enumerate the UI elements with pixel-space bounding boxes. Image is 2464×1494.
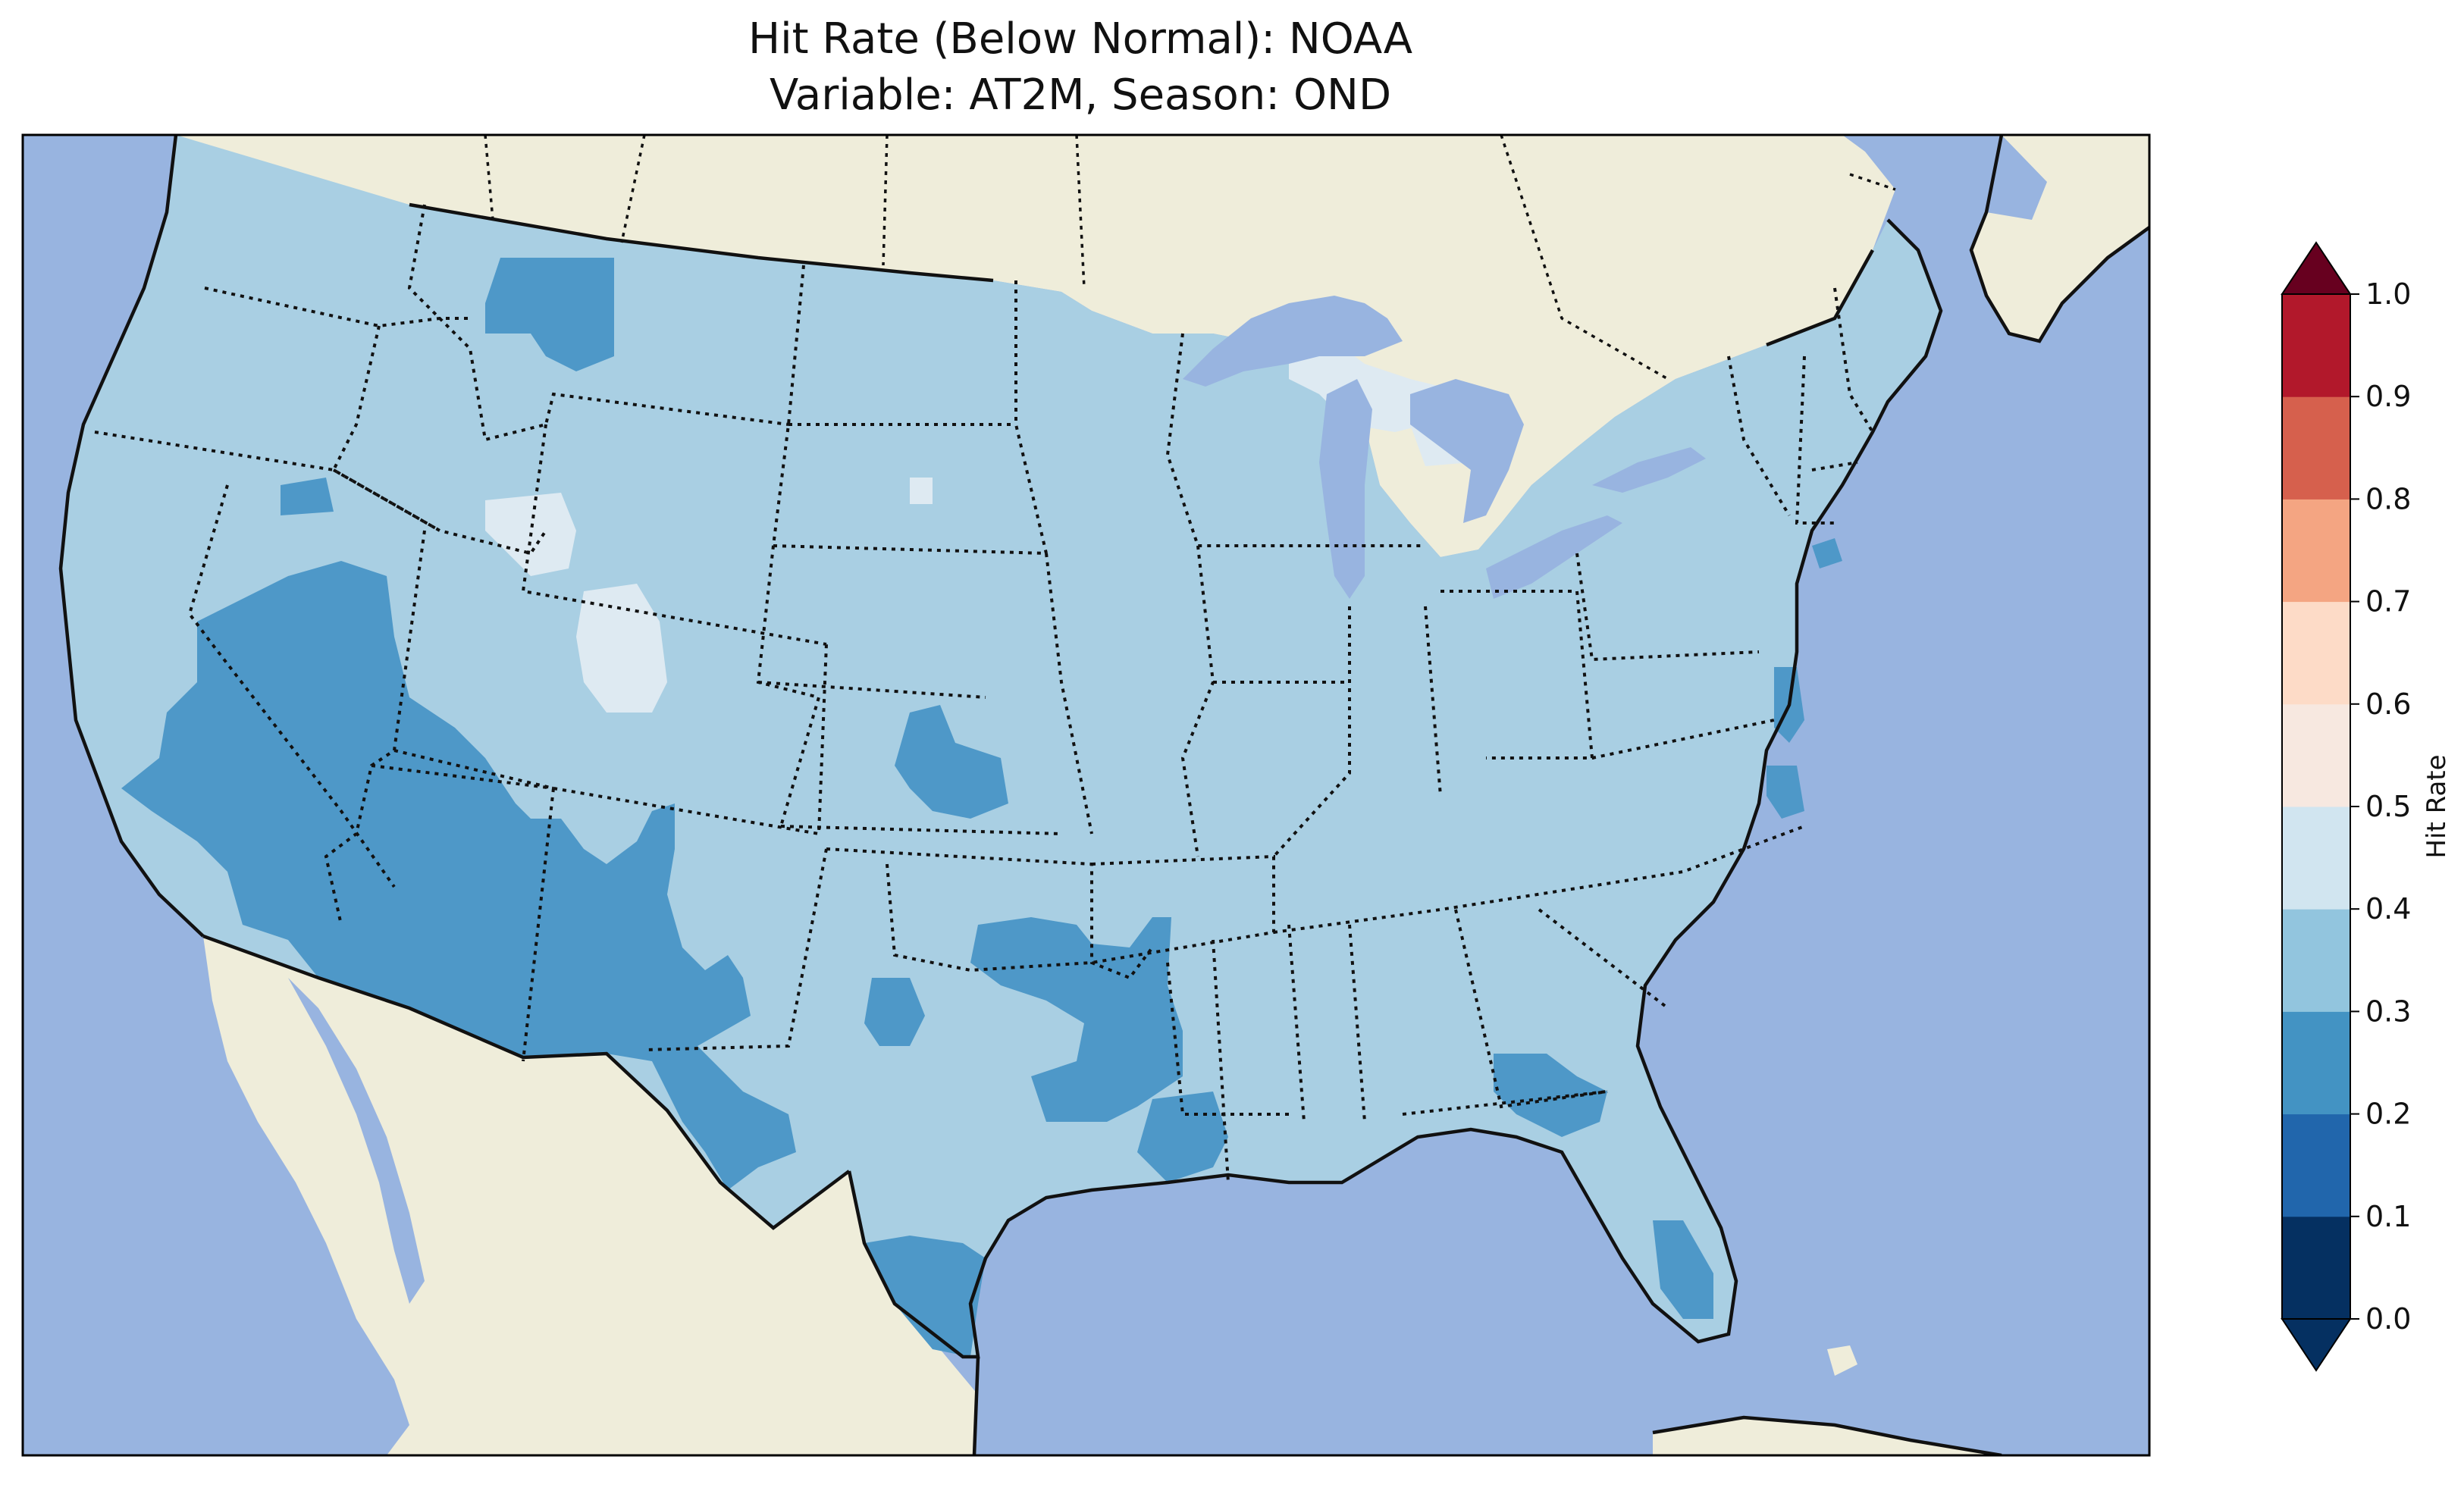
colorbar-tick-label: 0.7: [2365, 585, 2411, 619]
colorbar-tick-label: 1.0: [2365, 277, 2411, 311]
colorbar-tick-label: 0.0: [2365, 1302, 2411, 1336]
province-boundaries: [484, 135, 1896, 381]
gulf-of-california: [288, 978, 425, 1304]
colorbar-segment: [2282, 1216, 2350, 1320]
colorbar: 0.0 0.1 0.2 0.3 0.4 0.5 0.6 0.7 0.8 0.9 1.0 Hit Ra…: [2281, 241, 2452, 1372]
colorbar-segment: [2282, 601, 2350, 705]
hit-rate-0.2-0.3-regions: [121, 258, 1842, 1357]
colorbar-segment: [2282, 1113, 2350, 1217]
state-boundaries: [94, 204, 1874, 1183]
colorbar-label: Hit Rate: [2422, 754, 2452, 858]
colorbar-segment: [2282, 294, 2350, 397]
colorbar-segment: [2282, 703, 2350, 807]
colorbar-tick-label: 0.4: [2365, 892, 2411, 926]
bahamas-land: [1827, 1345, 1857, 1376]
colorbar-segments: [2282, 294, 2350, 1320]
colorbar-tick-label: 0.1: [2365, 1200, 2411, 1233]
cuba-land: [1653, 1417, 2002, 1455]
colorbar-segment: [2282, 909, 2350, 1012]
figure-title-line2: Variable: AT2M, Season: OND: [769, 70, 1392, 120]
coastlines: [58, 135, 2149, 1455]
colorbar-tick-label: 0.6: [2365, 687, 2411, 721]
colorbar-segment: [2282, 807, 2350, 910]
great-lakes: [1183, 296, 1706, 599]
colorbar-tick-label: 0.5: [2365, 790, 2411, 823]
canada-maritime-land: [1971, 135, 2149, 341]
colorbar-tick-label: 0.3: [2365, 994, 2411, 1028]
colorbar-tick-label: 0.8: [2365, 482, 2411, 515]
colorbar-segment: [2282, 499, 2350, 603]
colorbar-segment: [2282, 396, 2350, 500]
colorbar-tick-label: 0.9: [2365, 380, 2411, 413]
figure-title-line1: Hit Rate (Below Normal): NOAA: [748, 14, 1413, 64]
colorbar-segment: [2282, 1011, 2350, 1115]
colorbar-under-arrow: [2281, 1318, 2352, 1372]
colorbar-tick-label: 0.2: [2365, 1098, 2411, 1131]
map-frame: [21, 133, 2151, 1457]
mexico-land: [203, 936, 978, 1455]
colorbar-ticks: 0.0 0.1 0.2 0.3 0.4 0.5 0.6 0.7 0.8 0.9 1.0: [2350, 277, 2411, 1336]
colorbar-over-arrow: [2281, 241, 2352, 295]
